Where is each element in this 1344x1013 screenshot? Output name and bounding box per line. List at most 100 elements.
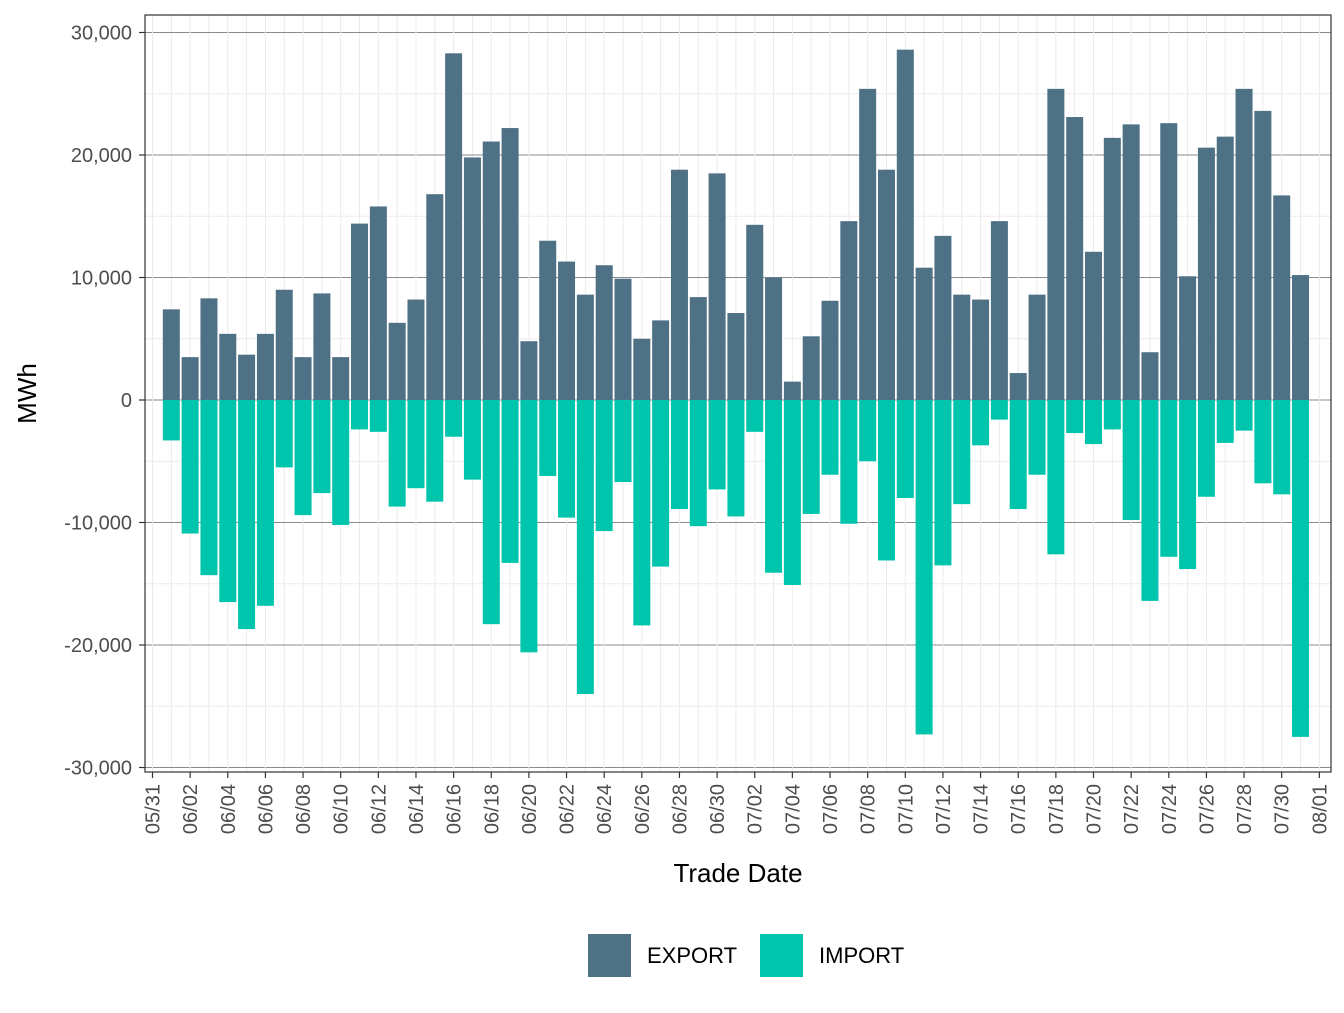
bar-export [558,261,576,400]
bar-import [445,400,463,437]
y-tick-label: 20,000 [71,145,132,167]
bar-import [953,400,971,505]
legend-label-export: EXPORT [647,943,737,968]
legend-swatch-export [588,934,631,977]
bar-import [426,400,444,502]
bar-export [708,173,726,401]
x-tick-label: 07/16 [1008,784,1030,834]
bar-import [558,400,576,518]
y-tick-label: 0 [121,390,132,412]
bar-export [445,53,463,400]
x-axis: 05/31 06/02 06/04 06/06 06/08 06/10 06/12 06/14… [143,772,1331,834]
bar-import [1028,400,1046,475]
x-tick-label: 07/30 [1272,784,1294,834]
bar-export [313,293,331,400]
bar-export [972,299,990,400]
bar-import [595,400,613,532]
bar-import [388,400,406,507]
bar-export [783,381,801,401]
x-tick-label: 06/08 [293,784,315,834]
bar-import [1066,400,1084,434]
bar-import [1216,400,1234,443]
bar-export [934,235,952,400]
bar-export [1085,251,1102,400]
x-tick-label: 08/01 [1309,784,1331,834]
bar-import [482,400,500,625]
bar-import [1254,400,1272,484]
bar-import [990,400,1008,420]
x-axis-title: Trade Date [673,858,802,888]
bar-export [1273,195,1291,400]
bar-import [463,400,481,480]
bar-import [351,400,369,430]
x-tick-label: 07/06 [820,784,842,834]
x-tick-label: 06/30 [707,784,729,834]
bar-export [633,338,651,400]
bar-import [369,400,387,432]
x-tick-label: 06/06 [255,784,277,834]
bar-import [200,400,218,576]
bar-import [896,400,914,498]
bar-import [765,400,783,573]
bar-export [256,333,274,400]
x-tick-label: 07/02 [745,784,767,834]
x-tick-label: 07/14 [971,784,993,834]
bar-import [670,400,688,510]
bar-import [821,400,839,475]
x-tick-label: 06/02 [180,784,202,834]
legend-swatch-import [760,934,803,977]
x-tick-label: 07/26 [1196,784,1218,834]
bar-export [1009,373,1027,400]
x-tick-label: 07/20 [1084,784,1106,834]
y-tick-label: -20,000 [64,635,132,657]
bar-import [1103,400,1121,430]
bar-import [275,400,293,468]
bar-import [614,400,632,483]
y-tick-label: 30,000 [71,23,132,45]
bar-export [482,141,500,400]
bar-export [200,298,218,400]
bar-export [953,294,971,400]
bar-export [746,224,764,400]
bar-import [1122,400,1140,521]
bar-export [896,49,914,401]
bar-export [859,88,877,400]
bar-export [802,336,820,400]
bar-import [802,400,820,514]
bar-export [990,221,1008,400]
bar-export [1122,124,1140,401]
bar-import [708,400,726,490]
bars [162,49,1310,737]
bar-import [520,400,538,653]
x-tick-label: 07/24 [1159,784,1181,834]
bar-export [1047,88,1065,400]
x-tick-label: 06/24 [594,784,616,834]
bar-import [1273,400,1291,495]
bar-export [351,223,369,400]
bar-export [1028,294,1046,400]
bar-export [1254,110,1272,401]
bar-export [539,240,557,400]
bar-import [934,400,952,566]
bar-import [877,400,895,561]
bar-export [1103,137,1121,400]
bar-import [501,400,519,563]
bar-import [407,400,425,489]
x-tick-label: 06/16 [444,784,466,834]
bar-export [275,289,293,400]
bar-export [294,357,312,401]
y-axis-title: MWh [12,363,42,424]
bar-export [162,309,180,400]
bar-import [238,400,256,630]
bar-import [783,400,801,585]
bar-export [1235,88,1253,400]
bar-export [426,194,444,400]
x-tick-label: 06/10 [331,784,353,834]
bar-export [520,341,538,400]
bar-import [915,400,933,735]
bar-export [388,322,406,400]
bar-import [1179,400,1197,570]
bar-export [840,221,858,400]
bar-import [1292,400,1310,737]
x-tick-label: 07/18 [1046,784,1068,834]
